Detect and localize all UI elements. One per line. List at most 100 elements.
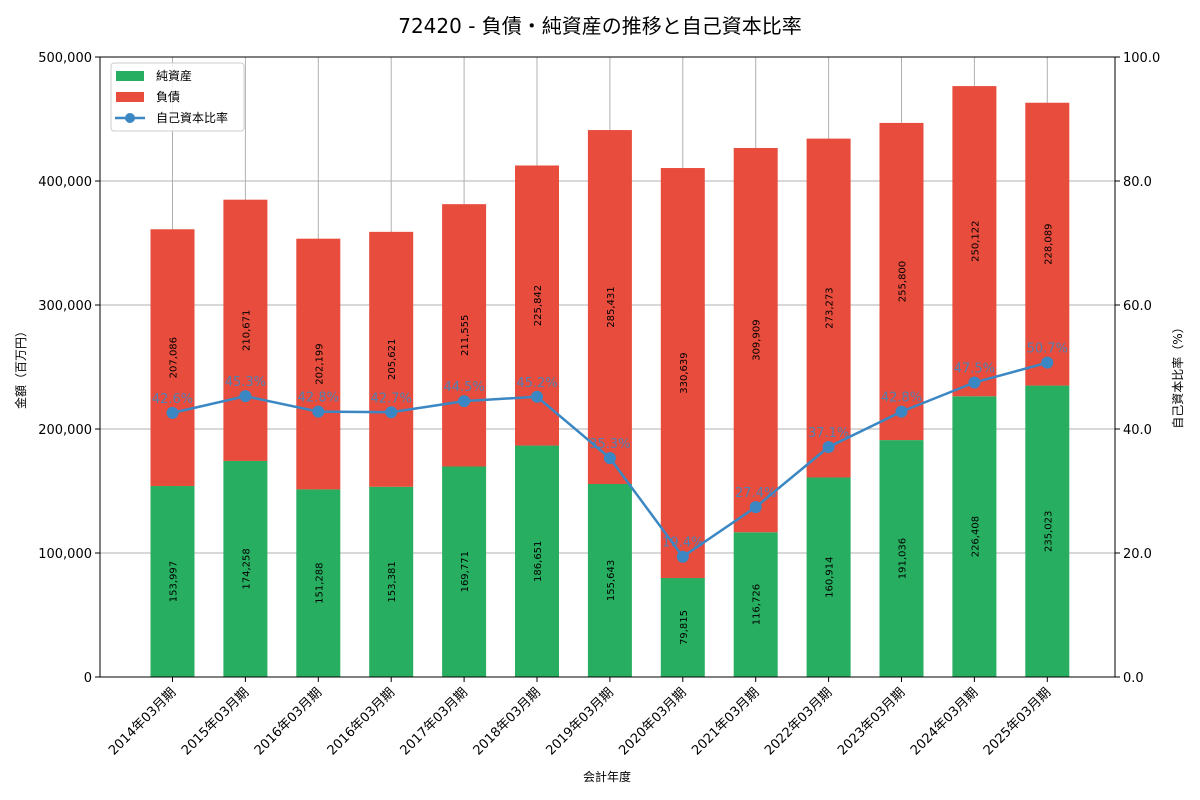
bar-stack: 116,726 309,909 bbox=[733, 147, 778, 677]
bar-label-net-assets: 226,408 bbox=[970, 516, 981, 557]
bar-liabilities bbox=[806, 138, 851, 478]
legend-label-liabilities: 負債 bbox=[156, 89, 180, 104]
y2-tick-label: 40.0 bbox=[1123, 423, 1152, 438]
ratio-marker bbox=[676, 550, 689, 563]
bar-label-liabilities: 309,909 bbox=[752, 319, 763, 360]
ratio-label: 27.4% bbox=[735, 486, 776, 501]
bar-net-assets bbox=[369, 486, 414, 677]
ratio-label: 45.2% bbox=[516, 376, 557, 391]
bar-stack: 169,771 211,555 bbox=[442, 204, 487, 677]
x-axis: 2014年03月期 2015年03月期 2016年03月期 2016年03月期 2017… bbox=[106, 677, 1054, 759]
y2-tick-label: 100.0 bbox=[1123, 51, 1160, 66]
x-tick-label: 2015年03月期 bbox=[179, 685, 252, 758]
bar-stack: 186,651 225,842 bbox=[515, 165, 559, 677]
line-series: 42.6% 45.3% 42.8% 42.7% 44.5% 45.2% 35.3% 19.4%… bbox=[152, 342, 1068, 563]
bar-net-assets bbox=[515, 445, 559, 677]
ratio-marker bbox=[531, 390, 543, 403]
bar-label-liabilities: 210,671 bbox=[241, 310, 252, 351]
ratio-marker bbox=[968, 376, 981, 389]
ratio-marker bbox=[385, 406, 398, 419]
y-tick-label: 500,000 bbox=[38, 51, 92, 66]
y-tick-label: 400,000 bbox=[38, 175, 92, 190]
ratio-label: 42.8% bbox=[298, 391, 339, 406]
bar-stack: 160,914 273,273 bbox=[806, 138, 851, 677]
ratio-marker bbox=[603, 452, 616, 465]
y-tick-label: 0 bbox=[84, 671, 92, 686]
ratio-marker bbox=[312, 405, 325, 418]
bar-net-assets bbox=[442, 466, 487, 677]
ratio-marker bbox=[822, 440, 835, 453]
bar-net-assets bbox=[223, 460, 268, 677]
y-tick-label: 200,000 bbox=[38, 423, 92, 438]
legend-label-ratio: 自己資本比率 bbox=[156, 110, 228, 125]
y2-tick-label: 80.0 bbox=[1123, 175, 1152, 190]
bar-label-liabilities: 285,431 bbox=[606, 286, 617, 327]
x-tick-label: 2020年03月期 bbox=[616, 685, 689, 758]
bar-net-assets bbox=[150, 486, 195, 677]
bar-liabilities bbox=[296, 238, 341, 490]
bar-label-liabilities: 205,621 bbox=[387, 339, 398, 380]
ratio-marker bbox=[239, 390, 252, 403]
bar-liabilities bbox=[952, 86, 997, 397]
y-tick-label: 300,000 bbox=[38, 299, 92, 314]
bar-liabilities bbox=[442, 204, 487, 467]
x-tick-label: 2016年03月期 bbox=[252, 685, 325, 758]
y-tick-label: 100,000 bbox=[38, 547, 92, 562]
bar-label-liabilities: 225,842 bbox=[533, 285, 544, 326]
ratio-label: 42.7% bbox=[371, 391, 412, 406]
ratio-label: 35.3% bbox=[589, 437, 630, 452]
bar-label-net-assets: 151,288 bbox=[314, 563, 325, 604]
bar-label-liabilities: 202,199 bbox=[314, 343, 325, 384]
ratio-label: 45.3% bbox=[225, 375, 266, 390]
bar-net-assets bbox=[733, 532, 778, 677]
x-tick-label: 2021年03月期 bbox=[689, 685, 762, 758]
bar-liabilities bbox=[587, 130, 632, 485]
y2-axis-label: 自己資本比率（%） bbox=[1170, 321, 1185, 428]
x-tick-label: 2018年03月期 bbox=[471, 685, 544, 758]
bar-liabilities bbox=[660, 168, 705, 579]
plot-frame bbox=[99, 56, 1116, 678]
ratio-label: 44.5% bbox=[443, 380, 484, 395]
bar-label-liabilities: 330,639 bbox=[679, 352, 690, 393]
bar-label-net-assets: 186,651 bbox=[533, 541, 544, 582]
ratio-marker bbox=[1041, 356, 1054, 369]
bar-net-assets bbox=[296, 489, 341, 677]
bar-stack: 153,997 207,086 bbox=[150, 229, 195, 677]
y2-tick-label: 60.0 bbox=[1123, 299, 1152, 314]
bar-liabilities bbox=[369, 231, 414, 487]
bar-liabilities bbox=[150, 229, 195, 487]
y-axis-right: 0.0 20.0 40.0 60.0 80.0 100.0 bbox=[1115, 51, 1160, 686]
bar-series: 153,997 207,086 174,258 210,671 151,288 202,1… bbox=[150, 86, 1070, 677]
bar-label-liabilities: 273,273 bbox=[825, 287, 836, 328]
ratio-label: 47.5% bbox=[954, 362, 995, 377]
ratio-label: 42.6% bbox=[152, 392, 193, 407]
legend-swatch-net-assets bbox=[116, 71, 144, 81]
legend-swatch-liabilities bbox=[116, 92, 144, 102]
bar-label-net-assets: 79,815 bbox=[679, 610, 690, 645]
legend-label-net-assets: 純資産 bbox=[156, 68, 192, 83]
x-tick-label: 2017年03月期 bbox=[398, 685, 471, 758]
x-tick-label: 2024年03月期 bbox=[908, 685, 981, 758]
bar-liabilities bbox=[879, 122, 924, 441]
bar-label-net-assets: 169,771 bbox=[460, 551, 471, 592]
ratio-label: 42.8% bbox=[881, 391, 922, 406]
bar-label-liabilities: 255,800 bbox=[898, 261, 909, 302]
y-axis-left: 0 100,000 200,000 300,000 400,000 500,000 bbox=[38, 51, 100, 686]
bar-label-liabilities: 211,555 bbox=[460, 315, 471, 356]
bar-liabilities bbox=[733, 147, 778, 533]
bar-label-net-assets: 116,726 bbox=[752, 584, 763, 625]
ratio-label: 50.7% bbox=[1027, 342, 1068, 357]
x-tick-label: 2014年03月期 bbox=[106, 685, 179, 758]
bar-label-net-assets: 153,997 bbox=[169, 561, 180, 602]
bar-liabilities bbox=[1025, 102, 1070, 386]
ratio-label: 37.1% bbox=[808, 426, 849, 441]
bar-stack: 235,023 228,089 bbox=[1025, 102, 1070, 677]
ratio-marker bbox=[458, 395, 471, 408]
bar-stack: 191,036 255,800 bbox=[879, 122, 924, 677]
bar-label-net-assets: 153,381 bbox=[387, 561, 398, 602]
x-tick-label: 2022年03月期 bbox=[762, 685, 835, 758]
bar-stack: 174,258 210,671 bbox=[223, 199, 268, 677]
bar-net-assets bbox=[587, 484, 632, 677]
bar-net-assets bbox=[660, 578, 705, 677]
